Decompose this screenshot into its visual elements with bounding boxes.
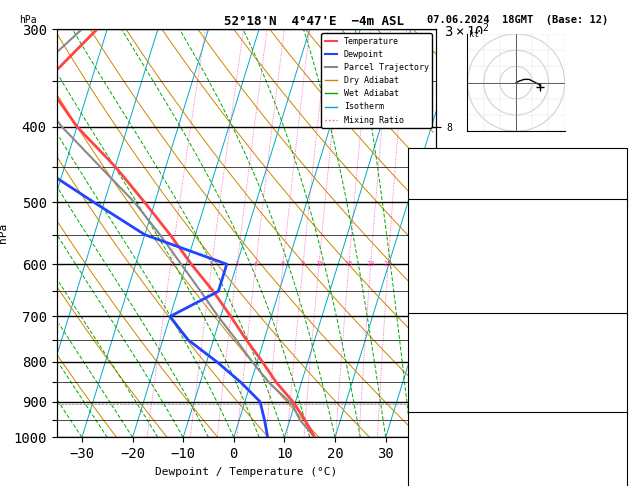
X-axis label: Dewpoint / Temperature (°C): Dewpoint / Temperature (°C) [155, 467, 338, 477]
Text: 16: 16 [606, 215, 618, 225]
Text: Most Unstable: Most Unstable [479, 313, 555, 324]
Y-axis label: hPa: hPa [0, 223, 8, 243]
Text: 3: 3 [235, 261, 239, 267]
Text: 8: 8 [301, 261, 305, 267]
Text: 1.46: 1.46 [594, 180, 618, 191]
Text: © weatheronline.co.uk: © weatheronline.co.uk [465, 472, 570, 481]
Text: 304: 304 [600, 247, 618, 257]
Text: Lifted Index: Lifted Index [417, 263, 487, 273]
Text: 07.06.2024  18GMT  (Base: 12): 07.06.2024 18GMT (Base: 12) [426, 15, 608, 25]
Text: CAPE (J): CAPE (J) [417, 279, 464, 289]
Text: 36: 36 [606, 164, 618, 174]
Text: CAPE (J): CAPE (J) [417, 378, 464, 388]
Text: 7: 7 [612, 263, 618, 273]
Text: 23: 23 [606, 378, 618, 388]
Text: Hodograph: Hodograph [491, 412, 544, 422]
Text: 52°18'N  4°47'E  −4m ASL: 52°18'N 4°47'E −4m ASL [225, 15, 404, 28]
Text: 4: 4 [253, 261, 258, 267]
Text: Dewp (°C): Dewp (°C) [417, 231, 470, 241]
FancyBboxPatch shape [408, 412, 626, 486]
Text: 7: 7 [612, 362, 618, 372]
Text: 54: 54 [606, 444, 618, 454]
Text: 23: 23 [606, 279, 618, 289]
Text: 10: 10 [314, 261, 323, 267]
Text: θₜ (K): θₜ (K) [417, 346, 452, 356]
FancyBboxPatch shape [408, 148, 626, 201]
Text: Lifted Index: Lifted Index [417, 362, 487, 372]
Text: 25: 25 [384, 261, 392, 267]
Text: hPa: hPa [19, 15, 36, 25]
Text: Pressure (mb): Pressure (mb) [417, 330, 493, 340]
Text: 6: 6 [612, 148, 618, 158]
Legend: Temperature, Dewpoint, Parcel Trajectory, Dry Adiabat, Wet Adiabat, Isotherm, Mi: Temperature, Dewpoint, Parcel Trajectory… [321, 34, 432, 128]
Text: StmSpd (kt): StmSpd (kt) [417, 476, 481, 486]
Text: θₜ(K): θₜ(K) [417, 247, 446, 257]
FancyBboxPatch shape [408, 199, 626, 315]
Text: 6: 6 [612, 428, 618, 438]
Text: 280°: 280° [594, 460, 618, 470]
Text: Totals Totals: Totals Totals [417, 164, 493, 174]
Text: 2: 2 [209, 261, 214, 267]
Text: CIN (J): CIN (J) [417, 394, 458, 404]
Text: 0: 0 [612, 394, 618, 404]
Text: 6.7: 6.7 [600, 231, 618, 241]
Y-axis label: km
ASL: km ASL [484, 233, 501, 255]
Text: 1: 1 [169, 261, 173, 267]
Text: EH: EH [417, 428, 428, 438]
Text: 20: 20 [367, 261, 375, 267]
Text: 15: 15 [345, 261, 353, 267]
Text: Surface: Surface [497, 199, 538, 209]
FancyBboxPatch shape [408, 313, 626, 414]
Text: 0: 0 [612, 295, 618, 305]
Text: 6: 6 [281, 261, 285, 267]
Text: K: K [417, 148, 423, 158]
Text: 1019: 1019 [594, 330, 618, 340]
Text: 304: 304 [600, 346, 618, 356]
Text: SREH: SREH [417, 444, 440, 454]
Text: LCL: LCL [455, 400, 470, 409]
Text: StmDir: StmDir [417, 460, 452, 470]
Text: 27: 27 [606, 476, 618, 486]
Text: Temp (°C): Temp (°C) [417, 215, 470, 225]
Text: PW (cm): PW (cm) [417, 180, 458, 191]
Text: kt: kt [469, 30, 479, 39]
Text: CIN (J): CIN (J) [417, 295, 458, 305]
